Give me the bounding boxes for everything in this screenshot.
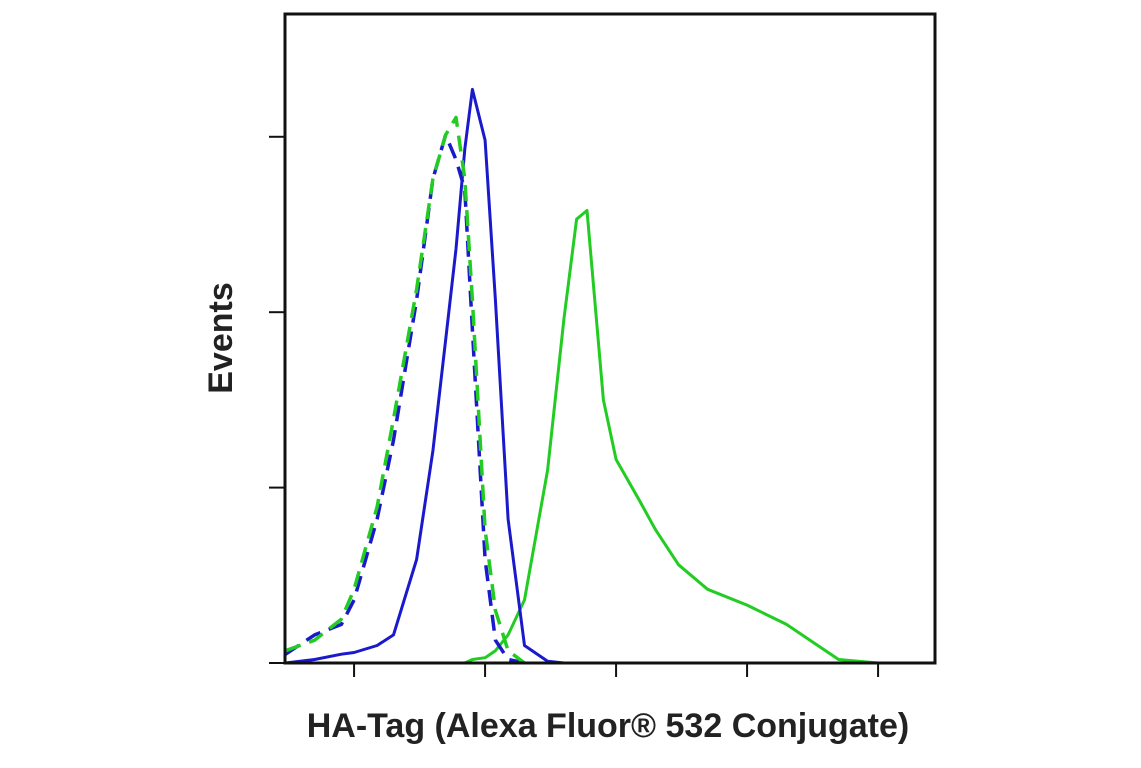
y-axis-title: Events [202, 282, 240, 394]
series-line [285, 209, 918, 663]
plot-frame [283, 12, 937, 665]
series-line [285, 87, 918, 663]
series-line [285, 133, 525, 663]
series-line [285, 115, 526, 663]
x-axis-title: HA-Tag (Alexa Fluor® 532 Conjugate) [307, 707, 910, 745]
plot-area [285, 87, 918, 663]
